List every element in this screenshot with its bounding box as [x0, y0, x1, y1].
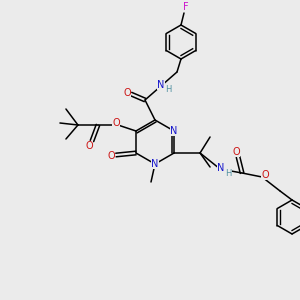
- Text: O: O: [123, 88, 131, 98]
- Text: N: N: [218, 163, 225, 173]
- Text: H: H: [225, 169, 231, 178]
- Text: O: O: [232, 147, 240, 157]
- Text: O: O: [112, 118, 120, 128]
- Text: O: O: [85, 141, 93, 151]
- Text: O: O: [261, 170, 269, 180]
- Text: N: N: [157, 80, 165, 90]
- Text: H: H: [165, 85, 171, 94]
- Text: O: O: [107, 151, 115, 161]
- Text: N: N: [170, 126, 178, 136]
- Text: F: F: [183, 2, 189, 12]
- Text: N: N: [151, 159, 159, 169]
